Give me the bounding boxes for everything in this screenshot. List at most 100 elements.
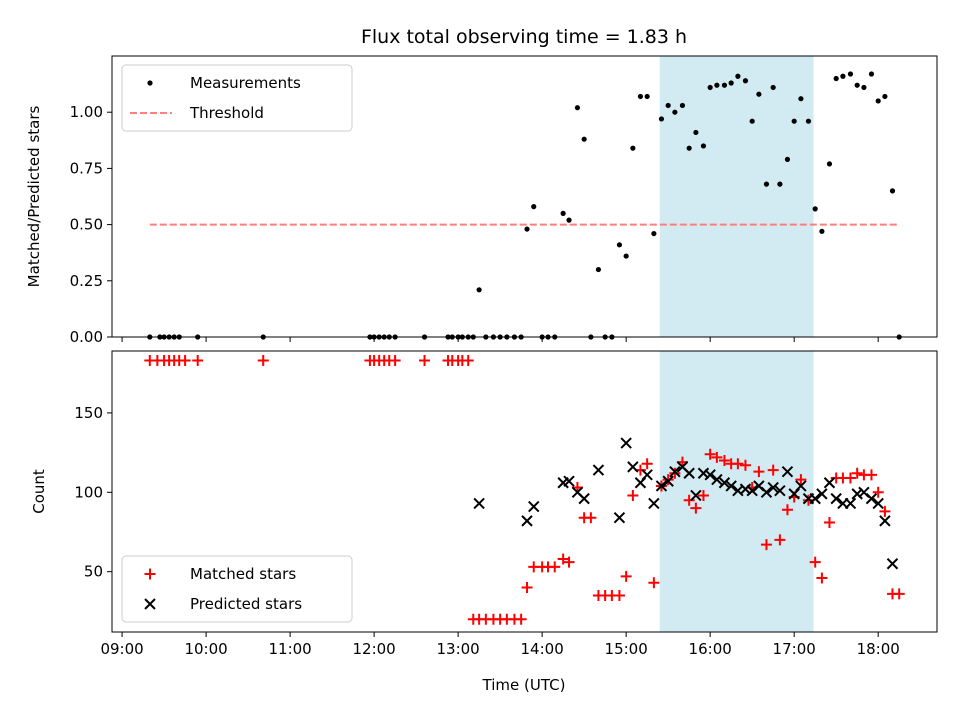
measurement-point (651, 230, 657, 237)
predicted-star-point (767, 481, 779, 494)
legend-box (121, 64, 353, 132)
x-tick-label: 13:00 (437, 640, 480, 658)
predicted-star-point (711, 473, 723, 486)
matched-star-point (521, 582, 533, 594)
measurement-point (700, 143, 707, 149)
measurement-point (833, 75, 839, 82)
measurement-point (679, 102, 686, 109)
predicted-star-point (697, 467, 710, 479)
predicted-star-point (473, 497, 485, 510)
measurement-point (784, 156, 791, 163)
x-tick-label: 11:00 (268, 640, 311, 658)
matched-star-point (257, 355, 269, 367)
x-tick-label: 12:00 (353, 640, 396, 658)
matched-star-point (585, 512, 597, 524)
matched-star-point (627, 489, 639, 501)
matched-star-point (732, 458, 744, 470)
measurement-point (868, 71, 875, 77)
measurement-point (721, 82, 728, 88)
matched-star-point (711, 451, 723, 463)
measurement-point (756, 91, 762, 97)
y-tick-label: 150 (74, 404, 103, 422)
matched-star-point (179, 355, 191, 367)
matched-star-point (760, 539, 772, 551)
y-tick-label: 100 (74, 483, 103, 501)
chart-title: Flux total observing time = 1.83 h (361, 26, 687, 48)
predicted-star-point (809, 492, 821, 505)
matched-star-point (802, 494, 814, 506)
bottom-panel: 09:00 10:00 11:00 12:00 13:00 14:00 15:00 16:00… (30, 350, 938, 658)
measurement-point (476, 287, 482, 293)
matched-star-point (662, 474, 674, 486)
measurement-point (847, 71, 854, 77)
measurement-point (623, 253, 629, 259)
predicted-star-point (746, 484, 758, 497)
measurement-point (742, 78, 749, 84)
matched-star-point (557, 553, 569, 565)
predicted-star-point (592, 464, 605, 476)
predicted-star-point (872, 497, 884, 510)
measurement-point (707, 84, 713, 91)
matched-star-point (781, 504, 793, 516)
predicted-star-point (613, 511, 626, 524)
predicted-star-point (886, 558, 899, 570)
top-y-axis-label: Matched/Predicted stars (25, 106, 43, 288)
measurement-point (798, 96, 804, 102)
measurement-point (770, 84, 776, 91)
measurement-point (686, 145, 692, 151)
measurement-point (749, 118, 755, 124)
matched-star-point (704, 448, 716, 460)
top-panel: 0.00 0.25 0.50 0.75 1.00 Matched/Predicted s… (25, 55, 938, 346)
matched-star-point (879, 505, 891, 517)
measurement-point (574, 105, 581, 111)
matched-star-point (823, 516, 835, 528)
predicted-star-point (844, 497, 857, 510)
matched-star-point (893, 588, 905, 600)
measurement-point (840, 73, 846, 79)
matched-star-point (844, 472, 856, 484)
measurement-point (566, 217, 572, 223)
predicted-star-point (662, 475, 674, 487)
measurement-point (826, 161, 833, 167)
matched-star-point (669, 467, 681, 479)
measurement-point (630, 145, 636, 151)
matched-star-point (683, 494, 695, 506)
matched-star-point (865, 469, 877, 481)
measurement-point (616, 242, 623, 248)
legend-label: Measurements (190, 74, 301, 92)
measurement-point (595, 266, 602, 273)
measurement-point (665, 102, 671, 109)
legend-label: Threshold (189, 104, 264, 122)
measurement-point (560, 210, 566, 216)
x-tick-label: 15:00 (605, 640, 648, 658)
predicted-star-point (816, 488, 828, 500)
predicted-star-point (521, 515, 533, 527)
y-tick-label: 0.25 (70, 272, 103, 290)
measurement-point (524, 226, 530, 232)
y-tick-label: 50 (84, 563, 103, 581)
measurement-point (735, 73, 741, 79)
measurement-point (714, 82, 720, 88)
matched-star-point (739, 459, 751, 471)
matched-star-point (641, 458, 653, 470)
measurement-point (805, 118, 812, 124)
measurement-point (819, 228, 825, 234)
predicted-star-point (683, 467, 695, 479)
matched-star-point (809, 556, 821, 568)
predicted-star-point (669, 465, 681, 478)
matched-star-point (613, 589, 625, 601)
legend-label: Matched stars (190, 565, 296, 583)
predicted-star-point (830, 492, 842, 505)
x-tick-label: 17:00 (773, 640, 816, 658)
legend-marker (144, 568, 156, 580)
measurement-point (763, 181, 770, 187)
predicted-star-point (718, 477, 731, 489)
legend-box (121, 555, 353, 623)
predicted-star-point (641, 469, 653, 481)
legend-marker (147, 80, 153, 86)
measurement-point (861, 84, 867, 91)
predicted-star-point (725, 480, 737, 492)
matched-star-point (795, 474, 807, 486)
predicted-star-point (704, 469, 716, 481)
matched-star-point (563, 556, 575, 568)
